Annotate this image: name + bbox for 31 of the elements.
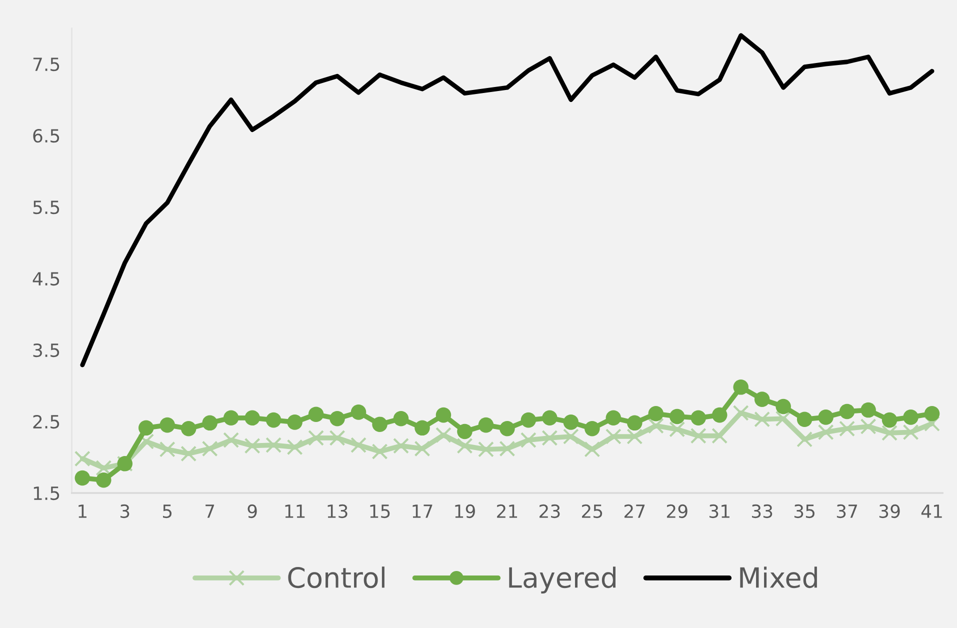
x-tick-label: 39 (879, 504, 900, 518)
x-tick-label: 23 (540, 504, 560, 518)
x-tick-label: 13 (328, 504, 348, 518)
x-tick-label: 3 (120, 504, 130, 518)
x-tick-label: 35 (794, 504, 814, 518)
x-tick-label: 11 (285, 504, 305, 518)
x-tick-label: 25 (582, 504, 602, 518)
x-tick-label: 17 (412, 504, 432, 518)
y-tick-label: 3.5 (33, 343, 60, 358)
x-tick-label: 27 (624, 504, 645, 518)
y-tick-label: 7.5 (33, 58, 60, 72)
x-tick-label: 9 (248, 504, 257, 518)
legend-label: Layered (509, 566, 616, 594)
y-tick-label: 5.5 (33, 200, 60, 214)
x-tick-label: 29 (666, 504, 688, 518)
y-tick-label: 2.5 (33, 414, 60, 429)
y-tick-label: 6.5 (33, 128, 60, 143)
x-tick-label: 1 (78, 504, 86, 518)
x-tick-label: 41 (921, 504, 942, 518)
y-tick-label: 1.5 (34, 486, 60, 500)
legend-label: Mixed (740, 566, 817, 588)
x-tick-label: 19 (455, 504, 475, 518)
x-tick-label: 15 (370, 504, 390, 518)
x-tick-label: 33 (752, 504, 772, 518)
x-tick-label: 7 (206, 504, 214, 518)
x-tick-label: 21 (497, 504, 518, 518)
x-tick-label: 5 (163, 504, 172, 518)
x-tick-label: 31 (710, 504, 730, 518)
legend-label: Control (288, 566, 384, 588)
y-tick-label: 4.5 (32, 272, 60, 286)
x-tick-label: 37 (836, 504, 858, 518)
